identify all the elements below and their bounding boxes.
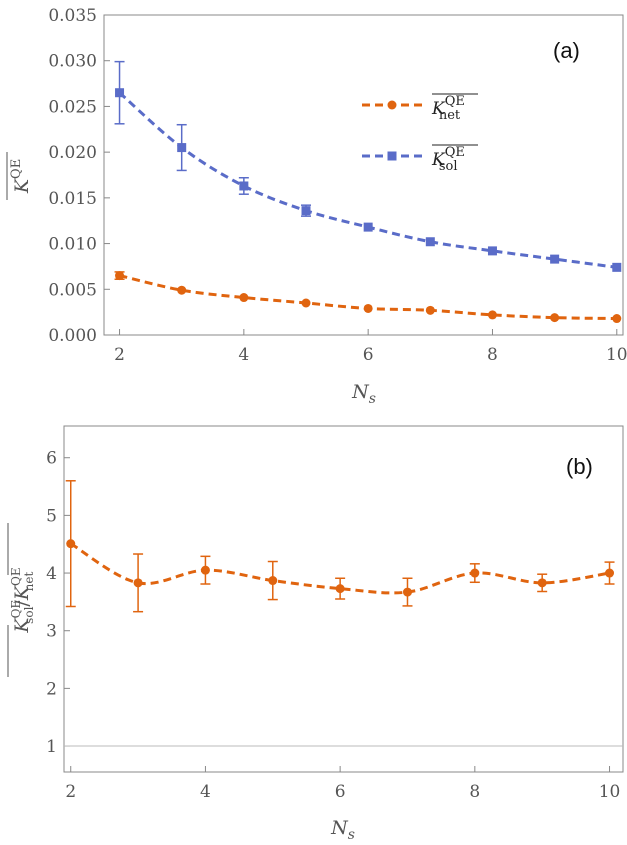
y-tick-label: 1 [46,737,57,757]
svg-text:KQEsol/KQEnet: KQEsol/KQEnet [9,567,36,633]
series-K_sol-point [612,262,622,272]
panel-b-y-num-sup: QE [9,600,23,619]
series-K_net-point [177,285,187,295]
series-K_net-point [363,303,373,313]
x-tick-label: 2 [114,345,125,365]
series-K_sol-point [177,143,187,153]
series-ratio-point [268,576,278,586]
panel-b-y-den-sup: QE [9,567,23,586]
panel-a-y-label-base: K [11,177,33,194]
legend-net-marker [387,100,397,110]
y-tick-label: 0.005 [48,280,97,300]
panel-b-y-sep: / [11,600,33,607]
x-tick-label: 2 [65,782,76,802]
panel-a-x-label-base: N [351,381,370,403]
panel-a-y-label: KQE [6,152,33,200]
y-tick-label: 3 [46,622,57,642]
series-K_sol-point [425,237,435,247]
x-tick-label: 10 [606,345,627,365]
panel-a-plot-area [114,60,622,324]
series-K_sol-point [239,181,249,191]
legend-sol-base: K [431,150,446,170]
panel-a-chart: 0.000 0.005 0.010 0.015 0.020 0.025 0.030 0.035… [6,6,627,407]
series-K_sol-point [301,206,311,216]
panel-b-x-label-base: N [330,817,349,839]
series-K_net-point [301,298,311,308]
series-K_sol-point [115,88,125,98]
legend-sol-marker [387,151,397,161]
y-tick-label: 6 [46,449,57,469]
panel-b-frame [63,425,624,773]
legend-net-sup: QE [445,94,465,109]
series-K_sol-point [487,246,497,256]
x-tick-label: 6 [363,345,374,365]
panel-a-legend: KQE net KQE sol [362,93,478,174]
panel-a-y-label-sup: QE [9,159,24,179]
legend-net-label: KQE net [431,94,465,123]
series-ratio-point [402,587,412,597]
series-ratio-point [335,584,345,594]
series-ratio-point [200,565,210,575]
x-tick-label: 10 [599,782,621,802]
y-tick-label: 2 [46,679,57,699]
legend-sol-sup: QE [445,145,465,160]
x-tick-label: 6 [335,782,346,802]
legend-sol-sub: sol [439,159,458,174]
panel-b-y-num-base: K [11,617,33,634]
series-ratio-line [69,542,610,595]
panel-b-x-label: Ns [330,817,355,843]
svg-text:KQE: KQE [9,159,33,194]
panel-a-frame [103,14,624,336]
y-tick-label: 0.035 [48,6,97,26]
series-K_sol-line [118,91,617,269]
series-K_sol-point [550,254,560,264]
series-K_net-point [425,305,435,315]
y-tick-label: 0.030 [48,52,97,72]
panel-b-y-num-sub: sol [22,606,36,623]
panel-b-y-den-base: K [11,584,33,601]
y-tick-label: 0.020 [48,143,97,163]
series-ratio-point [66,539,76,549]
series-K_net-point [612,314,622,324]
series-K_net-point [487,310,497,320]
series-K_sol-point [363,222,373,232]
series-K_net-point [550,313,560,323]
y-tick-label: 5 [46,506,57,526]
panel-b-label: (b) [566,454,593,479]
y-tick-label: 0.015 [48,189,97,209]
panel-b-y-label: KQEsol/KQEnet [7,523,36,677]
x-tick-label: 8 [487,345,498,365]
panel-b-x-label-sub: s [348,827,355,843]
panel-b-plot-area [64,480,623,747]
panel-a-label: (a) [553,38,580,63]
panel-b-x-axis: 2 4 6 8 10 [65,766,620,802]
legend-net-sub: net [439,108,461,123]
y-tick-label: 0.025 [48,97,97,117]
series-ratio-point [605,568,615,578]
series-ratio-point [537,578,547,588]
series-K_net-point [239,293,249,303]
legend-net-base: K [431,99,446,119]
panel-b-y-den-sub: net [22,572,36,592]
series-ratio-point [133,578,143,588]
x-tick-label: 8 [469,782,480,802]
panel-b-y-axis: 1 2 3 4 5 6 [46,449,70,757]
series-ratio-point [470,568,480,578]
panel-a-x-label: Ns [351,381,376,407]
panel-a-y-axis: 0.000 0.005 0.010 0.015 0.020 0.025 0.030 0.035 [48,6,110,346]
y-tick-label: 0.010 [48,235,97,255]
x-tick-label: 4 [200,782,211,802]
y-tick-label: 4 [46,564,57,584]
y-tick-label: 0.000 [48,326,97,346]
x-tick-label: 4 [238,345,249,365]
panel-a-x-axis: 2 4 6 8 10 [114,329,627,365]
panel-a-x-label-sub: s [369,391,376,407]
series-K_net-point [115,271,125,281]
legend-sol-label: KQE sol [431,145,465,174]
